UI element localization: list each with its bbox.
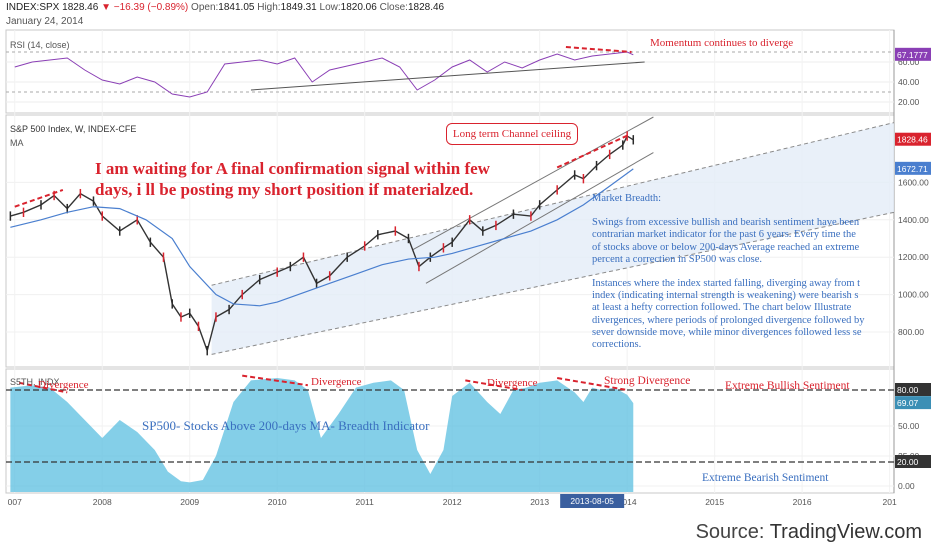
rsi-last-value-bg	[895, 47, 931, 61]
breadth-level-20: 20.00	[897, 457, 919, 467]
breadth-p1-line-2: contrarian market indicator for the past…	[592, 229, 856, 241]
breadth-p2-line-4: divergences, where periods of prolonged …	[592, 314, 865, 326]
waiting-note: I am waiting for A final confirmation si…	[95, 158, 490, 200]
high-label: High:	[257, 2, 281, 13]
strong-divergence-label: Strong Divergence	[604, 375, 691, 387]
ma-last-value-bg	[895, 161, 931, 175]
rsi-trendline	[250, 61, 645, 91]
waiting-note-line-1: I am waiting for A final confirmation si…	[95, 159, 490, 178]
symbol-name: INDEX:SPX	[6, 2, 60, 13]
open-value: 1841.05	[218, 2, 255, 13]
price-tick-label: 1400.00	[898, 215, 929, 225]
price-tick-label: 1000.00	[898, 290, 929, 300]
rsi-tick-label: 60.00	[898, 57, 920, 67]
symbol-header: INDEX:SPX 1828.46 ▼ −16.39 (−0.89%) Open…	[6, 2, 444, 13]
high-value: 1849.31	[280, 2, 317, 13]
x-tick-label: 2009	[180, 497, 199, 507]
cursor-date-bg	[560, 494, 625, 508]
indicator-title: SP500- Stocks Above 200-days MA- Breadth…	[142, 418, 430, 433]
ma-last-value: 1672.71	[897, 164, 928, 174]
market-breadth-note: Market Breadth: Swings from excessive bu…	[592, 193, 894, 351]
x-tick-label: 2012	[443, 497, 462, 507]
ma-label: MA	[10, 138, 24, 148]
open-label: Open:	[191, 2, 219, 13]
inner-channel-lower	[425, 152, 654, 284]
source-name: TradingView.com	[769, 521, 922, 543]
breadth-p2-line-6: corrections.	[592, 339, 642, 351]
breadth-divergence-dash	[465, 379, 523, 391]
rsi-tick-label: 20.00	[898, 97, 920, 107]
header-date: January 24, 2014	[6, 16, 84, 27]
channel-upper-line	[211, 122, 895, 286]
breadth-p2-line-2: index (indicating internal strength is w…	[592, 290, 859, 302]
price-tick-label: 800.00	[898, 327, 924, 337]
last-price: 1828.46	[62, 2, 99, 13]
extreme-bullish-label: Extreme Bullish Sentiment	[725, 380, 850, 392]
breadth-divergence-dash	[557, 377, 628, 391]
long-term-channel-fill	[211, 122, 894, 355]
low-label: Low:	[319, 2, 341, 13]
breadth-tick-label: 0.00	[898, 481, 915, 491]
breadth-p2-line-3: at least a hefty correction followed. Th…	[592, 302, 852, 314]
price-divergence-dash	[556, 134, 628, 169]
breadth-level-20-bg	[895, 455, 931, 468]
rsi-line	[14, 51, 634, 98]
waiting-note-line-2: days, i ll be posting my short position …	[95, 180, 474, 199]
breadth-last-value: 69.07	[897, 398, 919, 408]
main-pane-label: S&P 500 Index, W, INDEX-CFE	[10, 124, 137, 134]
breadth-divergence-dash	[242, 374, 308, 387]
close-value: 1828.46	[407, 2, 445, 13]
inner-channel-upper	[412, 116, 654, 251]
source-prefix: Source:	[695, 521, 765, 543]
price-change: −16.39 (−0.89%)	[113, 2, 189, 13]
rsi-divergence-note: Momentum continues to diverge	[650, 37, 794, 49]
breadth-last-value-bg	[895, 396, 931, 410]
breadth-area	[10, 378, 634, 492]
breadth-divergence-dash	[18, 381, 68, 394]
breadth-p1-line-4: percent a correction in SP500 was close.	[592, 253, 762, 265]
source-credit: Source: TradingView.com	[696, 521, 922, 544]
market-breadth-paragraph-1: Swings from excessive bullish and bearis…	[592, 217, 894, 266]
price-tick-label: 1600.00	[898, 177, 929, 187]
rsi-last-value: 67.1777	[897, 50, 928, 60]
price-last-value: 1828.46	[897, 135, 928, 145]
rsi-divergence-dash	[565, 46, 632, 53]
price-divergence-dash	[14, 188, 64, 208]
x-tick-label: 007	[8, 497, 22, 507]
breadth-p1-line-3: of stocks above or below 200-days Averag…	[592, 241, 860, 253]
breadth-pane-label: S5TH, INDX	[10, 377, 60, 387]
x-tick-label: 2011	[356, 497, 375, 507]
breadth-tick-label: 50.00	[898, 421, 920, 431]
market-breadth-paragraph-2: Instances where the index started fallin…	[592, 278, 894, 351]
breadth-p2-line-1: Instances where the index started fallin…	[592, 278, 861, 290]
close-label: Close:	[379, 2, 408, 13]
breadth-level-80: 80.00	[897, 385, 919, 395]
breadth-p2-line-5: sever downside move, while minor diverge…	[592, 326, 862, 338]
x-tick-label: 2013	[530, 497, 549, 507]
low-value: 1820.06	[340, 2, 377, 13]
rsi-pane-label: RSI (14, close)	[10, 40, 70, 50]
divergence-label-3: Divergence	[487, 377, 538, 389]
price-tick-label: 1200.00	[898, 252, 929, 262]
x-tick-label: 2008	[93, 497, 112, 507]
cursor-date-label: 2013-08-05	[570, 496, 614, 506]
rsi-tick-label: 40.00	[898, 77, 920, 87]
x-tick-label: 201	[883, 497, 897, 507]
divergence-label-1: Divergence	[38, 379, 89, 391]
x-tick-label: 2015	[705, 497, 724, 507]
moving-average-line	[10, 168, 634, 307]
breadth-p1-line-1: Swings from excessive bullish and bearis…	[592, 217, 860, 229]
x-tick-label: 2014	[618, 497, 637, 507]
extreme-bearish-label: Extreme Bearish Sentiment	[702, 472, 829, 484]
breadth-level-80-bg	[895, 383, 931, 396]
down-arrow-icon: ▼	[101, 2, 111, 13]
divergence-label-2: Divergence	[311, 376, 362, 388]
price-last-value-bg	[895, 132, 931, 146]
x-tick-label: 2010	[268, 497, 287, 507]
x-tick-label: 2016	[793, 497, 812, 507]
market-breadth-title: Market Breadth:	[592, 193, 662, 204]
channel-ceiling-callout: Long term Channel ceiling	[446, 123, 578, 145]
